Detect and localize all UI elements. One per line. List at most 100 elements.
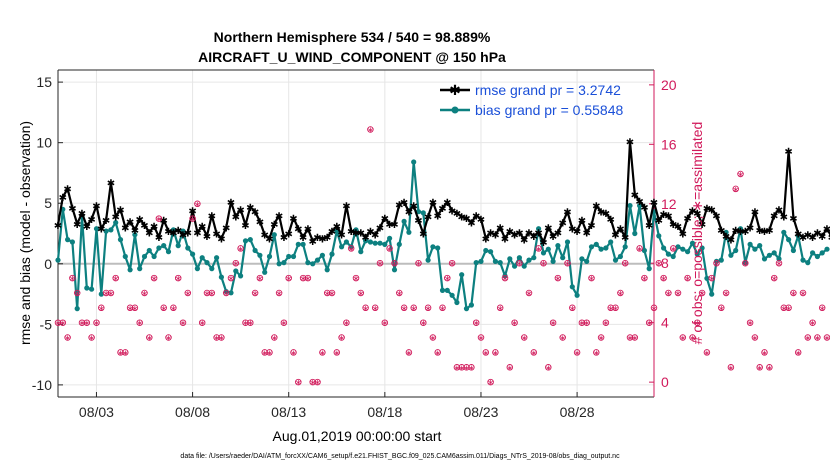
obs-possible-marker (266, 349, 273, 356)
rmse-series-point: ✱ (534, 228, 542, 239)
bias-series-point (228, 290, 234, 296)
obs-assimilated-marker: ∗ (305, 274, 312, 283)
obs-possible-marker (775, 259, 783, 267)
obs-possible-marker (770, 274, 778, 282)
obs-assimilated-marker: ∗ (64, 334, 71, 343)
obs-possible-marker (237, 245, 244, 252)
bias-series-point (545, 246, 551, 252)
bias-series-point (156, 245, 162, 251)
obs-possible-marker (410, 304, 417, 312)
bias-series-point (699, 245, 705, 251)
obs-assimilated-marker: ∗ (247, 319, 254, 328)
rmse-series-point: ✱ (640, 203, 648, 214)
bias-series-point (612, 257, 619, 263)
obs-assimilated-marker: ∗ (559, 334, 566, 343)
bias-series-point (266, 253, 273, 260)
bias-series-point (574, 292, 580, 298)
obs-assimilated-marker: ∗ (603, 319, 610, 328)
rmse-series-point: ✱ (693, 209, 701, 220)
rmse-series-point: ✱ (424, 213, 432, 224)
y-tick-label-right: 12 (661, 196, 677, 212)
obs-possible-marker (804, 334, 812, 341)
obs-possible-marker (208, 289, 216, 297)
bias-series-point (516, 255, 523, 261)
bias-series-point (454, 299, 460, 306)
obs-assimilated-marker: ∗ (357, 289, 364, 298)
obs-assimilated-marker: ∗ (386, 244, 393, 253)
obs-possible-marker (146, 334, 153, 341)
obs-assimilated-marker: ∗ (309, 378, 316, 387)
bias-series-point (185, 245, 191, 251)
bias-series-point (728, 252, 734, 258)
bias-series-point (588, 244, 595, 250)
obs-assimilated-marker: ∗ (266, 348, 273, 357)
obs-assimilated-marker: ∗ (170, 304, 177, 313)
rmse-series-point: ✱ (371, 231, 379, 242)
bias-series-point (411, 159, 417, 165)
obs-assimilated-marker: ∗ (228, 274, 235, 283)
obs-possible-marker (564, 259, 571, 267)
rmse-series-point: ✱ (510, 231, 518, 242)
obs-possible-marker (271, 334, 278, 341)
bias-series-point (675, 244, 681, 250)
obs-possible-marker (818, 304, 826, 312)
obs-possible-marker (617, 289, 624, 297)
obs-assimilated-marker: ∗ (809, 319, 816, 328)
rmse-series-point: ✱ (376, 223, 384, 234)
rmse-series-point: ✱ (261, 231, 269, 242)
obs-assimilated-marker: ∗ (506, 363, 513, 372)
obs-possible-marker (367, 126, 374, 133)
obs-possible-marker (150, 274, 158, 282)
x-tick-label: 08/28 (560, 404, 595, 420)
bias-series-point (718, 257, 724, 263)
obs-possible-marker (540, 259, 547, 267)
obs-possible-marker (737, 170, 744, 178)
bias-series-point (584, 258, 590, 264)
obs-assimilated-marker: ∗ (588, 274, 595, 283)
obs-possible-marker (506, 364, 514, 371)
obs-assimilated-marker: ∗ (208, 289, 215, 298)
bias-series-point (689, 240, 696, 246)
rmse-series-point: ✱ (496, 223, 504, 234)
obs-assimilated-marker: ∗ (204, 289, 211, 298)
bias-series-point (656, 233, 662, 239)
obs-assimilated-marker: ∗ (790, 289, 797, 298)
obs-possible-marker (496, 304, 504, 312)
obs-possible-marker (559, 334, 566, 341)
y-tick-label-left: -10 (32, 377, 52, 393)
bias-series-point (382, 241, 388, 247)
obs-assimilated-marker: ∗ (752, 334, 759, 343)
rmse-series-point: ✱ (520, 236, 528, 247)
bias-series-point (98, 291, 104, 297)
obs-assimilated-marker: ∗ (55, 319, 62, 328)
obs-assimilated-marker: ∗ (540, 259, 547, 268)
rmse-series-point: ✱ (414, 216, 422, 227)
obs-assimilated-marker: ∗ (252, 289, 259, 298)
obs-assimilated-marker: ∗ (795, 348, 802, 357)
y-tick-label-left: -5 (40, 316, 53, 332)
bias-series-point (747, 241, 753, 247)
obs-assimilated-marker: ∗ (83, 319, 90, 328)
rmse-series-point: ✱ (246, 203, 254, 214)
rmse-series-point: ✱ (102, 216, 110, 227)
rmse-series-point: ✱ (68, 204, 76, 215)
obs-assimilated-marker: ∗ (550, 319, 557, 328)
rmse-series-point: ✱ (381, 214, 389, 225)
obs-possible-marker (59, 319, 67, 326)
rmse-series-point: ✱ (333, 222, 341, 233)
bias-series-point (560, 255, 566, 261)
obs-assimilated-marker: ∗ (708, 274, 715, 283)
obs-assimilated-marker: ∗ (314, 378, 321, 387)
rmse-series-point: ✱ (568, 225, 576, 236)
rmse-series-point: ✱ (808, 233, 816, 244)
obs-assimilated-marker: ∗ (285, 274, 292, 283)
obs-possible-marker (718, 304, 725, 312)
obs-possible-marker (218, 334, 225, 341)
rmse-series-point: ✱ (559, 219, 567, 230)
bias-series-point (137, 266, 143, 272)
bias-series-point (641, 247, 648, 254)
obs-assimilated-marker: ∗ (516, 259, 523, 268)
obs-possible-marker (69, 274, 76, 282)
bias-series-point (521, 263, 527, 269)
bias-series-point (531, 255, 537, 261)
